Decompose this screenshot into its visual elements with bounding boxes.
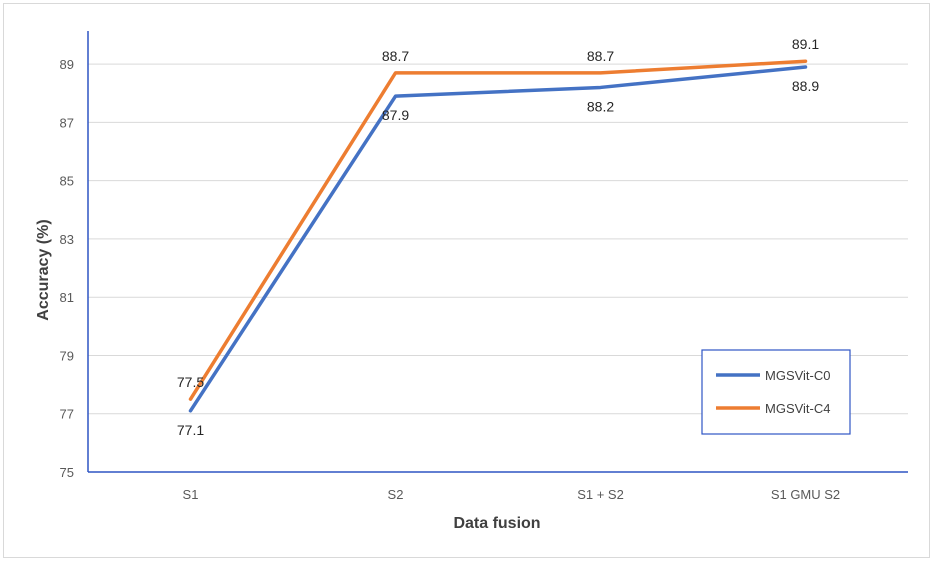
legend-label-c0: MGSVit-C0 [765, 368, 831, 383]
data-labels: 77.1 87.9 88.2 88.9 77.5 88.7 88.7 89.1 [177, 36, 819, 438]
x-tick-label: S1 GMU S2 [771, 487, 840, 502]
y-tick-labels: 75 77 79 81 83 85 87 89 [60, 57, 74, 480]
y-tick-label: 83 [60, 232, 74, 247]
axes [87, 31, 908, 473]
data-label: 77.5 [177, 374, 204, 390]
data-label: 88.7 [382, 48, 409, 64]
data-label: 88.9 [792, 78, 819, 94]
legend-label-c4: MGSVit-C4 [765, 401, 831, 416]
x-tick-label: S1 + S2 [577, 487, 624, 502]
y-tick-label: 77 [60, 407, 74, 422]
series-line-mgsvit-c0 [188, 65, 808, 413]
x-tick-label: S2 [388, 487, 404, 502]
x-axis-title: Data fusion [453, 515, 540, 532]
y-tick-label: 75 [60, 465, 74, 480]
series-lines [188, 59, 808, 413]
y-tick-label: 85 [60, 174, 74, 189]
y-tick-label: 89 [60, 57, 74, 72]
legend-box [701, 349, 851, 435]
y-axis-title: Accuracy (%) [35, 219, 52, 320]
data-label: 77.1 [177, 422, 204, 438]
data-label: 88.2 [587, 98, 614, 114]
chart-frame [3, 3, 930, 558]
y-tick-label: 79 [60, 348, 74, 363]
data-label: 87.9 [382, 107, 409, 123]
x-tick-label: S1 [183, 487, 199, 502]
series-line-mgsvit-c4 [188, 59, 808, 401]
data-label: 88.7 [587, 48, 614, 64]
y-tick-label: 87 [60, 115, 74, 130]
data-label: 89.1 [792, 36, 819, 52]
x-tick-labels: S1 S2 S1 + S2 S1 GMU S2 [183, 487, 841, 502]
legend: MGSVit-C0 MGSVit-C4 [701, 349, 851, 435]
y-tick-label: 81 [60, 290, 74, 305]
